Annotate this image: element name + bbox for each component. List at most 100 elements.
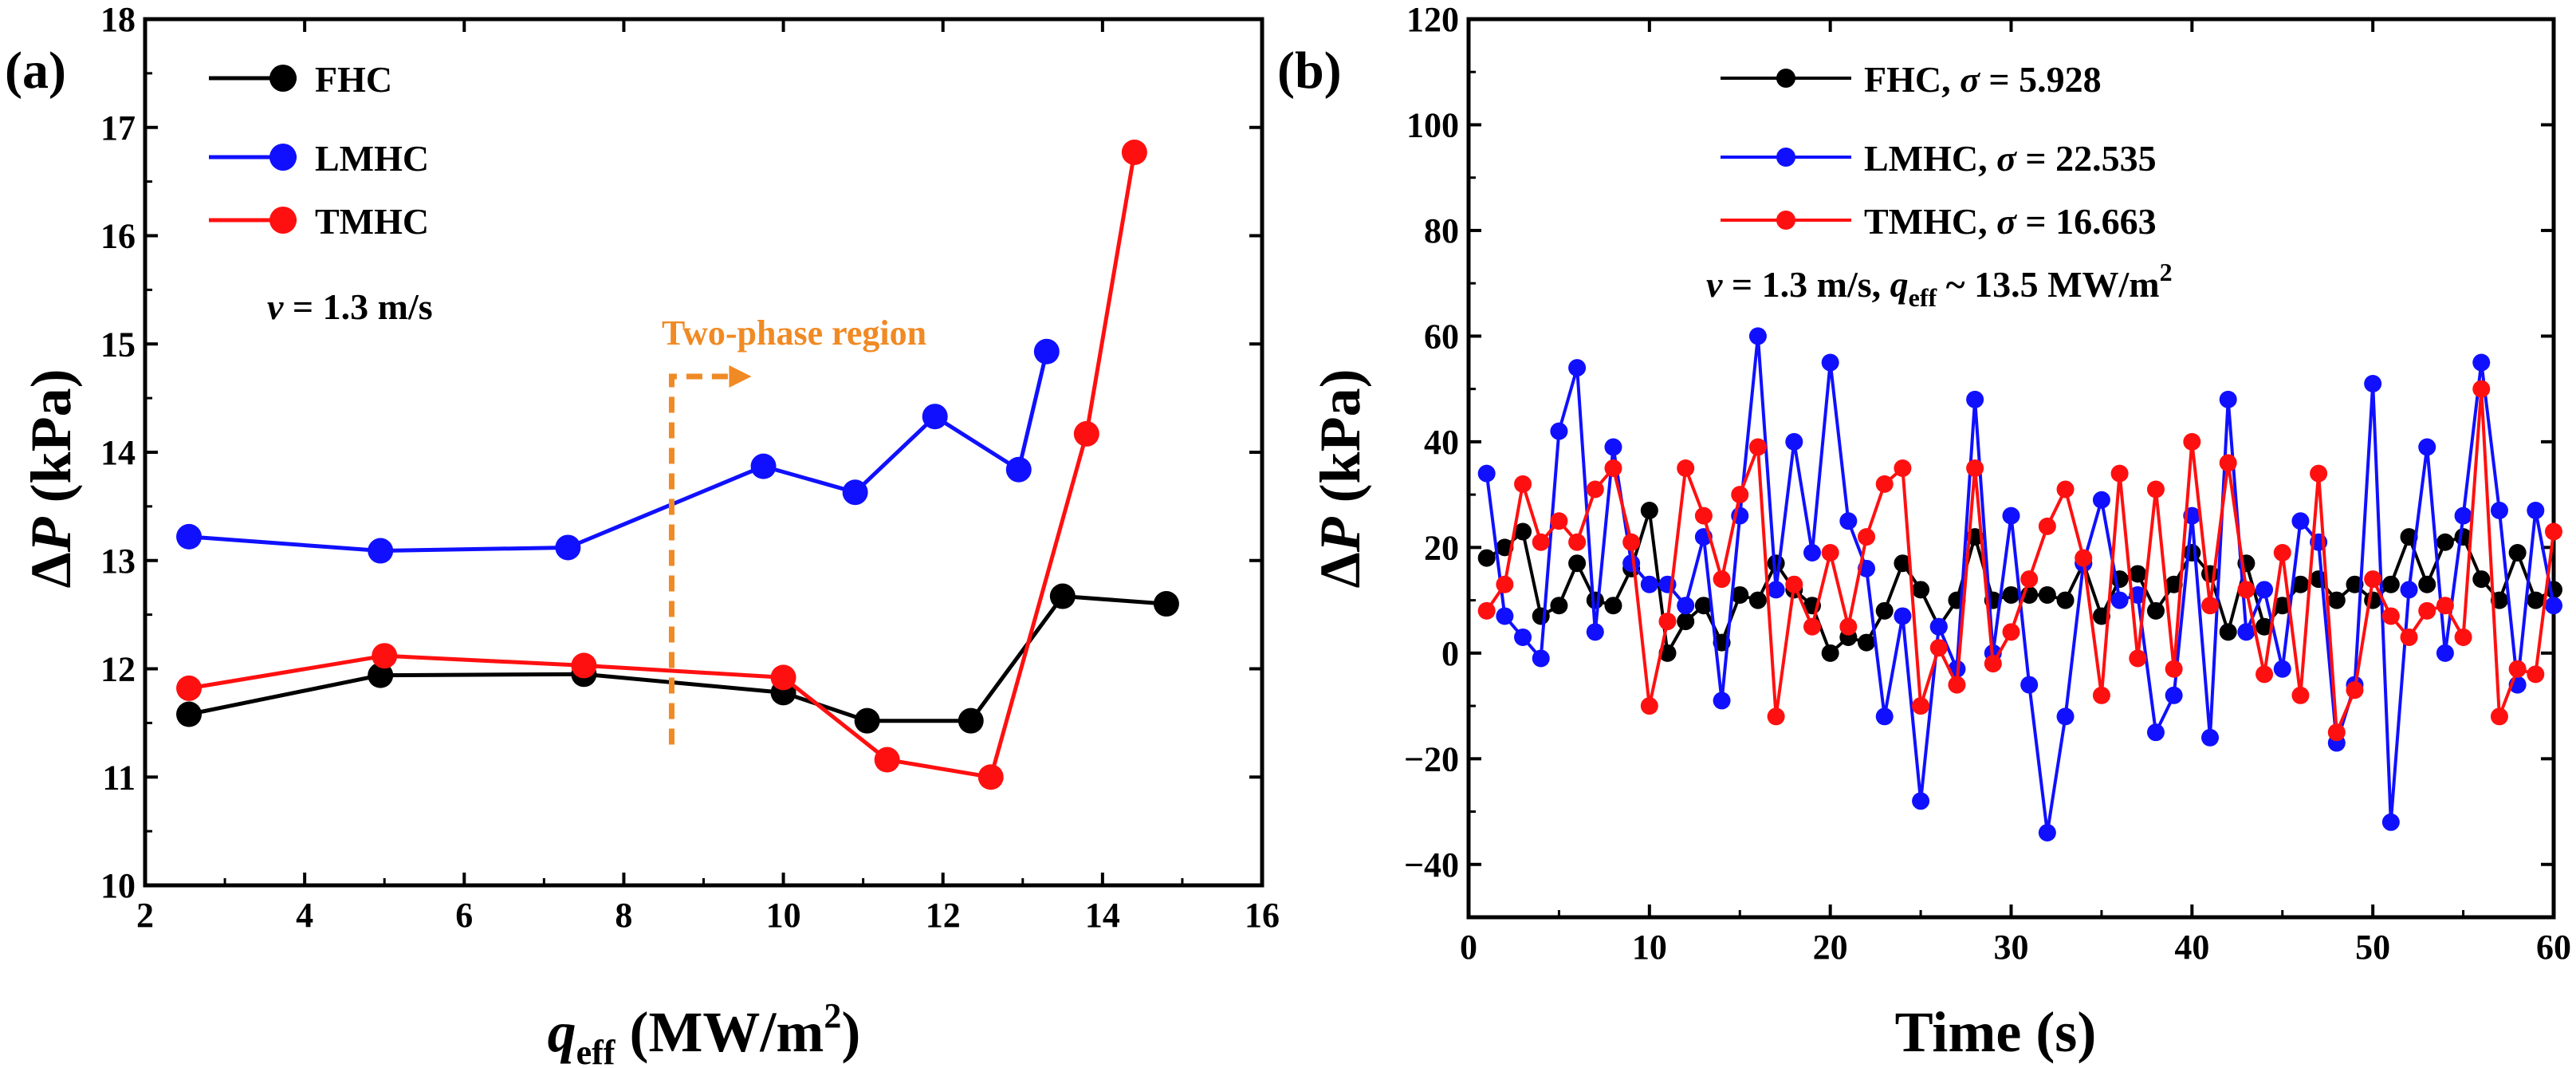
panel-a-legend-fhc-marker — [269, 65, 297, 92]
panel-b-series-fhc-point — [2490, 591, 2508, 609]
panel-b-legend-fhc-name: FHC, — [1864, 59, 1960, 100]
panel-a-legend-tmhc-marker — [269, 207, 297, 234]
panel-b-series-lmhc-point — [2201, 728, 2220, 747]
panel-b-series-tmhc-point — [1477, 601, 1496, 620]
panel-b-legend-tmhc-sigma-symbol: σ — [1996, 201, 2017, 242]
panel-b-series-tmhc-point — [2237, 581, 2255, 599]
panel-b-xtick-label: 0 — [1460, 928, 1477, 967]
panel-b-series-tmhc-point — [2327, 723, 2346, 742]
panel-a-ytick-label: 15 — [100, 325, 136, 364]
panel-b-series-fhc-point — [2056, 591, 2075, 609]
panel-b-series-tmhc-point — [1803, 617, 1821, 636]
panel-b-series-tmhc-point — [2454, 628, 2472, 646]
panel-b-series-lmhc-point — [2400, 581, 2418, 599]
panel-b-series-tmhc-point — [2165, 660, 2183, 678]
panel-b-series-tmhc-point — [1948, 676, 1966, 694]
panel-b-series-tmhc-point — [2020, 570, 2039, 589]
panel-b-series-fhc-point — [2508, 543, 2527, 562]
panel-b-xtick-label: 10 — [1632, 928, 1667, 967]
panel-b-series-tmhc-point — [2545, 522, 2562, 541]
panel-a-xlabel-sup: 2 — [824, 996, 841, 1035]
panel-b-series-fhc-point — [2381, 575, 2400, 593]
panel-b-series-tmhc-point — [2490, 707, 2508, 726]
panel-b-series-fhc-point — [1568, 554, 1587, 573]
panel-b-series-lmhc-point — [1894, 607, 1912, 625]
panel-b-series-tmhc-point — [1604, 459, 1622, 477]
panel-a-xtick-label: 6 — [455, 896, 473, 935]
panel-b-series-fhc-point — [1694, 597, 1713, 615]
panel-b-series-lmhc-point — [1966, 390, 1984, 408]
panel-a-series-tmhc-line — [188, 152, 1137, 779]
panel-b-series-tmhc-point — [1966, 459, 1984, 477]
panel-a-condition-rest: = 1.3 m/s — [283, 286, 432, 327]
panel-b-series-tmhc-point — [2273, 543, 2291, 562]
panel-a-series-lmhc-point — [368, 538, 394, 564]
panel-b-series-tmhc-point — [2527, 665, 2545, 684]
panel-b-series-lmhc-point — [1677, 597, 1695, 615]
panel-b-series-fhc-point — [1532, 607, 1550, 625]
panel-b-series-lmhc-point — [2110, 591, 2129, 609]
panel-b-series-fhc-point — [2038, 585, 2056, 604]
panel-b-series-tmhc-point — [2075, 549, 2093, 567]
panel-b-series-lmhc-point — [2237, 623, 2255, 641]
panel-b-series-lmhc-point — [1640, 575, 1658, 593]
panel-a-series-fhc-point — [854, 707, 880, 734]
panel-b-series-lmhc-point — [1803, 543, 1821, 562]
panel-b-series-lmhc-point — [2146, 723, 2165, 742]
panel-b-series-lmhc-point — [1514, 628, 1532, 646]
panel-b-series-fhc-point — [2527, 591, 2545, 609]
panel-b-series-lmhc-point — [1604, 438, 1622, 456]
panel-b-series-tmhc-point — [2255, 665, 2274, 684]
panel-a-condition: v = 1.3 m/s — [267, 286, 433, 327]
panel-a-xtick-label: 4 — [296, 896, 313, 935]
panel-b-series-lmhc-point — [2436, 644, 2454, 662]
panel-b-series-tmhc-point — [1748, 438, 1767, 456]
panel-b-legend-lmhc-sigma-value: = 22.535 — [2016, 138, 2157, 179]
panel-b-series-lmhc-point — [2219, 390, 2237, 408]
panel-b-series-lmhc-point — [2454, 506, 2472, 525]
panel-b-series-fhc-point — [2327, 591, 2346, 609]
panel-a-legend-tmhc-label: TMHC — [315, 201, 429, 242]
panel-b-condition-q: q — [1890, 264, 1909, 305]
panel-b-series-tmhc-point — [1875, 475, 1894, 493]
panel-b-legend-fhc-label: FHC, σ = 5.928 — [1864, 59, 2102, 100]
panel-b-ylabel-delta: Δ — [1308, 552, 1372, 588]
panel-b-ytick-label: 40 — [1424, 423, 1459, 462]
panel-b-series-tmhc-point — [1640, 697, 1658, 715]
panel-b-series-tmhc-point — [1622, 533, 1641, 551]
panel-b-series-tmhc-point — [1586, 480, 1604, 499]
panel-b-series-lmhc-point — [1839, 512, 1858, 530]
panel-a-ytick-label: 14 — [100, 433, 136, 472]
panel-b-series-lmhc-point — [1532, 649, 1550, 668]
panel-b-series-fhc-point — [1640, 501, 1658, 519]
panel-b-series-lmhc-point — [2165, 686, 2183, 704]
panel-b-series-tmhc-point — [1658, 613, 1677, 631]
panel-a-series-lmhc-point — [1005, 456, 1032, 483]
panel-b-legend-fhc-sigma-value: = 5.928 — [1980, 59, 2102, 100]
panel-b-series-fhc-point — [2146, 601, 2165, 620]
panel-b-condition-v: v — [1706, 264, 1723, 305]
panel-a: (a) ΔP (kPa) qeff (MW/m2) v = 1.3 m/s Tw… — [5, 0, 1280, 1068]
panel-b-ytick-label: −40 — [1404, 845, 1459, 885]
panel-b-legend-lmhc-name: LMHC, — [1864, 138, 1996, 179]
panel-a-xlabel-q: q — [548, 1000, 576, 1064]
panel-b-series-tmhc-point — [2310, 464, 2328, 483]
panel-b-series-fhc-point — [1477, 549, 1496, 567]
panel-b-series-fhc-point — [2183, 543, 2201, 562]
panel-b-series-tmhc-point — [1767, 707, 1785, 726]
panel-b-legend-fhc-sigma-symbol: σ — [1960, 59, 1980, 100]
panel-b-series-lmhc-point — [1821, 353, 1839, 372]
panel-b-series-lmhc-point — [2364, 375, 2382, 393]
panel-b-series-lmhc-point — [1748, 327, 1767, 345]
panel-b-series-tmhc-point — [2146, 480, 2165, 499]
panel-b-series-fhc-point — [1912, 581, 1930, 599]
panel-b-series-tmhc-point — [1785, 575, 1803, 593]
panel-b-condition-qsub: eff — [1909, 283, 1937, 312]
panel-b-series-lmhc-point — [2472, 353, 2491, 372]
panel-b-legend-tmhc-label: TMHC, σ = 16.663 — [1864, 201, 2157, 242]
panel-a-series-tmhc-point — [874, 747, 900, 773]
panel-b-series-fhc-point — [2129, 565, 2147, 583]
panel-b-series-tmhc-point — [1568, 533, 1587, 551]
panel-b-series-tmhc-point — [1839, 617, 1858, 636]
panel-a-series-fhc-point — [1153, 591, 1179, 617]
